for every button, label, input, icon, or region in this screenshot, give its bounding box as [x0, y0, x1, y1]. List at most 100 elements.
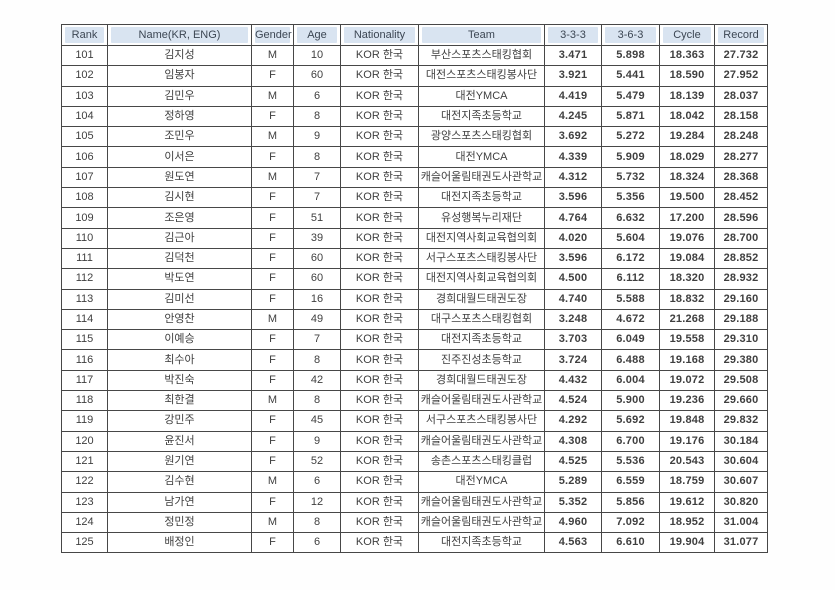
- cell-name: 박진숙: [107, 369, 252, 392]
- cell-t363: 6.700: [601, 430, 660, 452]
- cell-rank: 108: [61, 187, 108, 209]
- cell-name: 남가연: [107, 491, 252, 513]
- cell-team: 대전지역사회교육협의회: [418, 268, 545, 290]
- cell-cycle: 19.236: [659, 390, 715, 412]
- cell-name: 조민우: [107, 126, 252, 148]
- cell-nationality: KOR 한국: [340, 207, 419, 229]
- cell-gender: M: [251, 85, 294, 107]
- header-label-gender: Gender: [255, 27, 292, 43]
- cell-t363: 5.536: [601, 450, 660, 473]
- header-cell-rank: Rank: [61, 24, 108, 46]
- table-row: 110 김근아 F 39 KOR 한국 대전지역사회교육협의회 4.020 5.604 19.0…: [61, 227, 768, 249]
- header-cell-team: Team: [418, 24, 545, 46]
- cell-cycle: 18.320: [659, 268, 715, 290]
- header-cell-cycle: Cycle: [659, 24, 715, 46]
- cell-gender: F: [251, 227, 294, 249]
- cell-nationality: KOR 한국: [340, 187, 419, 209]
- cell-rank: 112: [61, 268, 108, 290]
- cell-t333: 4.563: [544, 532, 602, 554]
- cell-age: 60: [293, 65, 341, 87]
- header-cell-t363: 3-6-3: [601, 24, 660, 46]
- cell-rank: 117: [61, 369, 108, 392]
- table-body: 101 김지성 M 10 KOR 한국 부산스포츠스태킹협회 3.471 5.898 18.36…: [61, 44, 768, 554]
- cell-cycle: 18.759: [659, 471, 715, 493]
- cell-t333: 3.692: [544, 126, 602, 148]
- cell-rank: 102: [61, 65, 108, 87]
- table-row: 112 박도연 F 60 KOR 한국 대전지역사회교육협의회 4.500 6.112 18.3…: [61, 268, 768, 290]
- table-row: 105 조민우 M 9 KOR 한국 광양스포츠스태킹협회 3.692 5.272 19.284…: [61, 126, 768, 148]
- table-row: 117 박진숙 F 42 KOR 한국 경희대월드태권도장 4.432 6.004 19.072…: [61, 369, 768, 392]
- cell-age: 7: [293, 187, 341, 209]
- cell-name: 최한결: [107, 390, 252, 412]
- table-row: 119 강민주 F 45 KOR 한국 서구스포츠스태킹봉사단 4.292 5.692 19.8…: [61, 410, 768, 432]
- cell-record: 29.832: [714, 410, 768, 432]
- cell-cycle: 18.832: [659, 288, 715, 310]
- header-label-record: Record: [718, 27, 764, 43]
- cell-name: 원도연: [107, 166, 252, 189]
- cell-cycle: 19.500: [659, 187, 715, 209]
- cell-t363: 6.172: [601, 247, 660, 270]
- cell-age: 42: [293, 369, 341, 392]
- cell-t363: 5.898: [601, 44, 660, 67]
- cell-team: 대전스포츠스태킹봉사단: [418, 65, 545, 87]
- table-row: 107 원도연 M 7 KOR 한국 캐슬어울림태권도사관학교 4.312 5.732 18.3…: [61, 166, 768, 189]
- cell-nationality: KOR 한국: [340, 268, 419, 290]
- cell-cycle: 18.590: [659, 65, 715, 87]
- cell-nationality: KOR 한국: [340, 349, 419, 371]
- cell-t333: 3.471: [544, 44, 602, 67]
- cell-name: 박도연: [107, 268, 252, 290]
- cell-name: 정민정: [107, 511, 252, 534]
- cell-nationality: KOR 한국: [340, 105, 419, 128]
- cell-cycle: 18.324: [659, 166, 715, 189]
- table-row: 115 이예승 F 7 KOR 한국 대전지족초등학교 3.703 6.049 19.558 29…: [61, 329, 768, 351]
- cell-t333: 4.419: [544, 85, 602, 107]
- cell-gender: M: [251, 308, 294, 331]
- cell-age: 9: [293, 126, 341, 148]
- cell-nationality: KOR 한국: [340, 369, 419, 392]
- cell-gender: F: [251, 146, 294, 168]
- cell-t363: 4.672: [601, 308, 660, 331]
- cell-t333: 3.248: [544, 308, 602, 331]
- cell-team: 부산스포츠스태킹협회: [418, 44, 545, 67]
- cell-gender: F: [251, 430, 294, 452]
- cell-nationality: KOR 한국: [340, 410, 419, 432]
- cell-team: 캐슬어울림태권도사관학교: [418, 491, 545, 513]
- table-row: 120 윤진서 F 9 KOR 한국 캐슬어울림태권도사관학교 4.308 6.700 19.1…: [61, 430, 768, 452]
- table-row: 121 원기연 F 52 KOR 한국 송촌스포츠스태킹클럽 4.525 5.536 20.54…: [61, 450, 768, 473]
- cell-age: 12: [293, 491, 341, 513]
- cell-record: 30.820: [714, 491, 768, 513]
- cell-t333: 4.312: [544, 166, 602, 189]
- cell-gender: M: [251, 166, 294, 189]
- cell-t363: 7.092: [601, 511, 660, 534]
- cell-record: 28.700: [714, 227, 768, 249]
- cell-record: 28.596: [714, 207, 768, 229]
- cell-cycle: 20.543: [659, 450, 715, 473]
- cell-t333: 4.432: [544, 369, 602, 392]
- cell-age: 52: [293, 450, 341, 473]
- cell-nationality: KOR 한국: [340, 430, 419, 452]
- cell-name: 김민우: [107, 85, 252, 107]
- cell-age: 60: [293, 268, 341, 290]
- cell-nationality: KOR 한국: [340, 146, 419, 168]
- cell-t363: 5.856: [601, 491, 660, 513]
- cell-record: 28.852: [714, 247, 768, 270]
- cell-age: 6: [293, 532, 341, 554]
- cell-t333: 4.960: [544, 511, 602, 534]
- cell-t333: 4.308: [544, 430, 602, 452]
- cell-team: 대전YMCA: [418, 85, 545, 107]
- cell-t363: 6.112: [601, 268, 660, 290]
- cell-cycle: 19.168: [659, 349, 715, 371]
- cell-record: 27.952: [714, 65, 768, 87]
- header-label-name: Name(KR, ENG): [111, 27, 248, 43]
- cell-cycle: 18.952: [659, 511, 715, 534]
- cell-rank: 107: [61, 166, 108, 189]
- cell-age: 39: [293, 227, 341, 249]
- cell-rank: 124: [61, 511, 108, 534]
- cell-cycle: 19.076: [659, 227, 715, 249]
- cell-cycle: 18.042: [659, 105, 715, 128]
- cell-gender: F: [251, 410, 294, 432]
- cell-t363: 5.900: [601, 390, 660, 412]
- cell-t363: 5.441: [601, 65, 660, 87]
- cell-record: 30.607: [714, 471, 768, 493]
- cell-t363: 6.049: [601, 329, 660, 351]
